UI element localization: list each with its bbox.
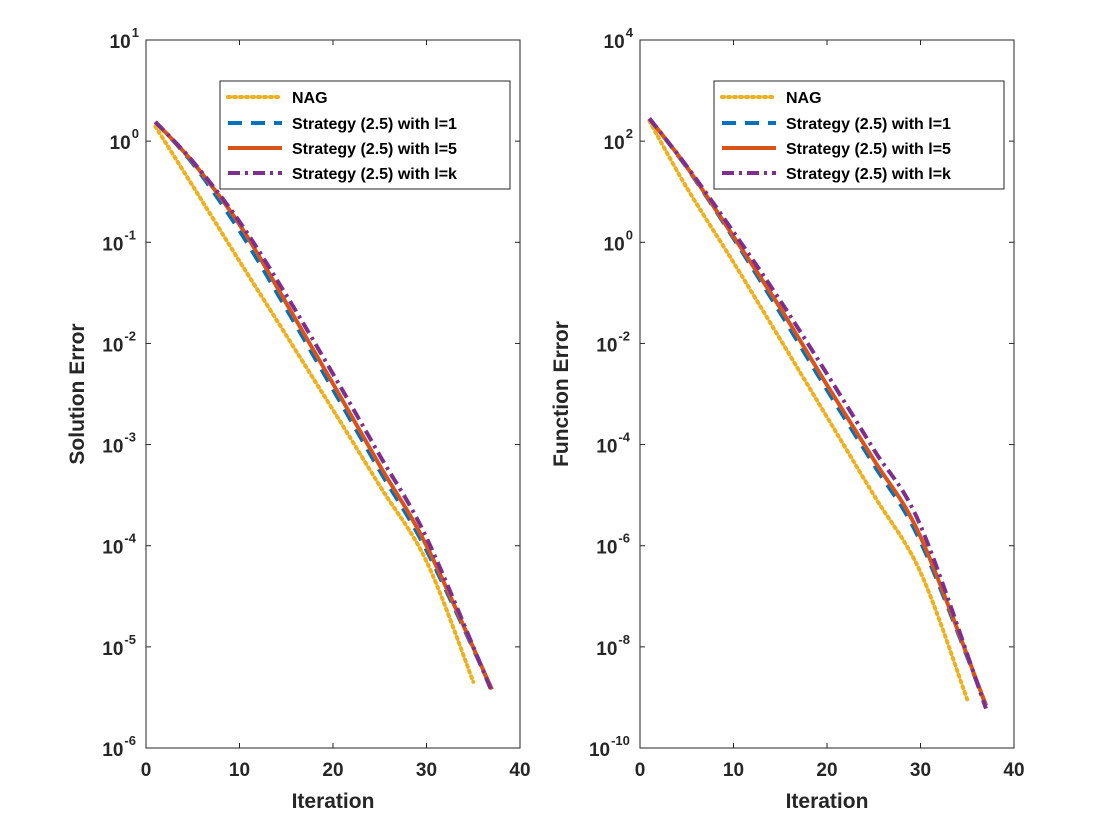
y-tick-exponent: 0	[626, 227, 633, 242]
y-tick-label: 10	[102, 538, 123, 559]
y-tick-label: 10	[596, 639, 617, 660]
y-tick-label: 10	[102, 639, 123, 660]
series-line	[153, 124, 476, 684]
y-tick-exponent: 4	[626, 25, 634, 40]
x-tick-label: 40	[509, 760, 530, 781]
y-tick-exponent: -6	[618, 531, 630, 546]
x-tick-label: 20	[322, 760, 343, 781]
y-tick-label: 10	[102, 437, 123, 458]
y-tick-exponent: 2	[626, 126, 633, 141]
x-tick-label: 30	[416, 760, 437, 781]
legend-label: Strategy (2.5) with l=k	[786, 166, 951, 183]
y-axis-title: Function Error	[550, 321, 573, 467]
y-tick-exponent: -10	[611, 733, 630, 748]
legend-box	[219, 80, 511, 190]
legend-label: Strategy (2.5) with l=5	[786, 141, 951, 158]
y-tick-label: 10	[604, 32, 625, 53]
y-tick-label: 10	[102, 234, 123, 255]
x-axis-title: Iteration	[292, 790, 375, 813]
x-tick-label: 0	[141, 760, 152, 781]
legend-label: NAG	[292, 90, 328, 107]
y-tick-exponent: -2	[124, 328, 136, 343]
legend: NAG Strategy (2.5) with l=1 Strategy (2.5)…	[713, 80, 1005, 190]
x-tick-label: 0	[635, 760, 646, 781]
y-tick-label: 10	[596, 538, 617, 559]
legend-box	[713, 80, 1005, 190]
y-tick-label: 10	[596, 437, 617, 458]
y-tick-exponent: -1	[124, 227, 136, 242]
x-tick-label: 10	[723, 760, 744, 781]
legend-label: Strategy (2.5) with l=k	[292, 166, 457, 183]
y-tick-exponent: -5	[124, 632, 136, 647]
x-tick-label: 30	[910, 760, 931, 781]
y-tick-label: 10	[102, 335, 123, 356]
y-tick-label: 10	[102, 740, 123, 761]
series-line	[153, 120, 494, 693]
series-line	[647, 117, 988, 707]
x-tick-label: 40	[1003, 760, 1024, 781]
legend-label: NAG	[786, 90, 822, 107]
x-axis-title: Iteration	[786, 790, 869, 813]
y-axis-title: Solution Error	[66, 323, 89, 464]
legend-label: Strategy (2.5) with l=1	[292, 116, 457, 133]
y-tick-label: 10	[604, 133, 625, 154]
y-tick-label: 10	[110, 133, 131, 154]
legend: NAG Strategy (2.5) with l=1 Strategy (2.5)…	[219, 80, 511, 190]
x-tick-label: 10	[229, 760, 250, 781]
y-tick-exponent: -6	[124, 733, 136, 748]
y-tick-label: 10	[589, 740, 610, 761]
y-tick-exponent: 0	[132, 126, 139, 141]
y-tick-exponent: -8	[618, 632, 630, 647]
y-tick-exponent: -3	[124, 430, 136, 445]
x-tick-label: 20	[816, 760, 837, 781]
y-tick-label: 10	[604, 234, 625, 255]
series-line	[647, 119, 970, 702]
y-tick-exponent: 1	[132, 25, 139, 40]
legend-label: Strategy (2.5) with l=5	[292, 141, 457, 158]
y-tick-exponent: -4	[124, 531, 136, 546]
y-tick-label: 10	[110, 32, 131, 53]
y-tick-label: 10	[596, 335, 617, 356]
legend-label: Strategy (2.5) with l=1	[786, 116, 951, 133]
y-tick-exponent: -4	[618, 430, 630, 445]
y-tick-exponent: -2	[618, 328, 630, 343]
